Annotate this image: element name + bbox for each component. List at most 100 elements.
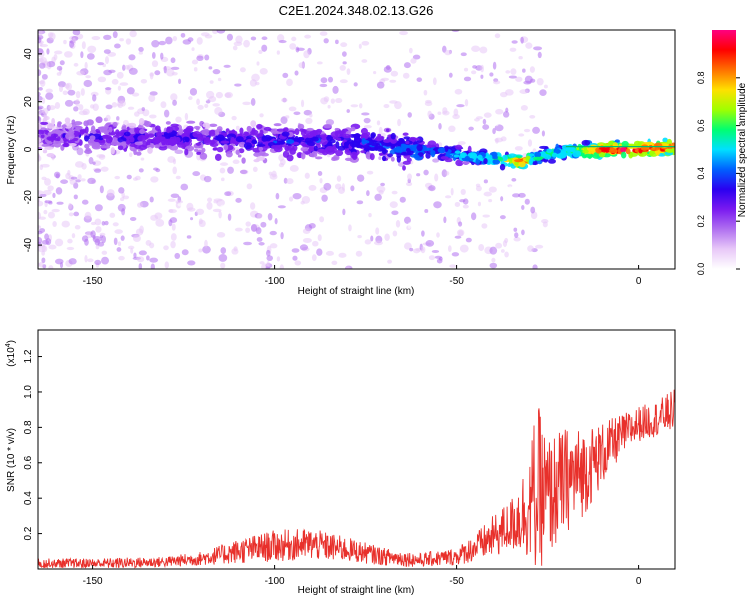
spectrogram-cell (276, 128, 286, 132)
spectrogram-cell (385, 64, 391, 71)
spectrogram-cell (208, 129, 216, 137)
spectrogram-cell (38, 137, 42, 144)
spectrogram-cell (172, 166, 177, 175)
spectrogram-cell (530, 78, 536, 83)
spectrogram-cell (665, 148, 675, 153)
spectrogram-cell (73, 62, 79, 67)
spectrogram-cell (492, 155, 498, 160)
spectrogram-cell (90, 91, 99, 97)
spectrogram-cell (217, 77, 222, 82)
spectrogram-cell (140, 157, 145, 161)
spectrogram-cell (38, 200, 44, 207)
spectrogram-cell (147, 133, 155, 138)
spectrogram-cell (654, 150, 661, 154)
spectrogram-cell (100, 166, 109, 172)
spectrogram-cell (530, 206, 536, 214)
spectrogram-cell (52, 220, 57, 227)
spectrogram-cell (620, 151, 627, 159)
spectrogram-cell (163, 65, 167, 74)
spectrogram-cell (399, 196, 406, 203)
spectrogram-cell (293, 111, 301, 116)
spectrogram-cell (73, 106, 79, 112)
spectrogram-cell (278, 40, 287, 44)
spectrogram-cell (116, 71, 124, 79)
spectrogram-cell (339, 65, 346, 71)
spectrogram-cell (614, 139, 620, 143)
spectrogram-cell (384, 233, 390, 241)
spectrogram-cell (38, 111, 41, 117)
spectrogram-cell (161, 142, 166, 146)
spectrogram-cell (514, 232, 519, 238)
spectrogram-cell (305, 133, 314, 139)
spectrogram-cell (288, 196, 294, 202)
spectrogram-cell (289, 165, 299, 172)
spectrogram-cell (413, 37, 418, 43)
spectrogram-cell (138, 263, 143, 269)
spectrogram-cell (395, 146, 403, 153)
spectrogram-cell (467, 145, 472, 153)
spectrogram-cell (425, 239, 435, 247)
spectrogram-cell (413, 154, 420, 158)
spectrogram-cell (111, 137, 118, 143)
spectrogram-cell (191, 59, 198, 65)
spectrogram-cell (54, 102, 61, 110)
spectrogram-cell (389, 100, 398, 104)
spectrogram-cell (378, 156, 382, 161)
spectrogram-cell (55, 187, 63, 195)
spectrogram-cell (256, 123, 263, 130)
spectrogram-cell (261, 135, 268, 142)
spectrogram-cell (128, 54, 136, 61)
spectrogram-cell (378, 152, 384, 156)
spectrogram-cell (413, 248, 421, 254)
spectrogram-cell (39, 62, 46, 69)
spectrogram-cell (165, 36, 173, 45)
spectrogram-cell (151, 60, 159, 68)
spectrogram-cell (511, 177, 517, 182)
spectrogram-cell (380, 33, 385, 38)
spectrogram-cell (150, 214, 159, 221)
spectrogram-cell (366, 132, 371, 136)
spectrogram-cell (110, 147, 115, 155)
spectrogram-cell (277, 205, 286, 209)
spectrogram-cell (280, 140, 285, 145)
spectrogram-cell (352, 133, 361, 138)
spectrogram-cell (397, 118, 401, 127)
spectrogram-cell (58, 85, 64, 93)
spectrogram-cell (171, 72, 178, 76)
spectrogram-cell (475, 185, 482, 192)
spectrogram-cell (539, 145, 549, 149)
spectrogram-cell (227, 166, 234, 174)
spectrogram-cell (327, 76, 334, 83)
spectrogram-cell (483, 179, 488, 184)
spectrogram-cell (471, 70, 477, 75)
spectrogram-cell (169, 217, 178, 224)
spectrogram-cell (346, 109, 350, 113)
spectrogram-cell (125, 38, 132, 45)
spectrogram-cell (463, 76, 472, 82)
spectrogram-cell (149, 242, 155, 249)
spectrogram-cell (124, 65, 130, 70)
spectrogram-cell (483, 157, 488, 165)
spectrogram-cell (108, 69, 116, 74)
snr-series-line (38, 389, 675, 569)
colorbar-tick-label: 0.4 (696, 167, 706, 180)
spectrogram-x-tick-label: -150 (83, 276, 103, 287)
snr-y-tick-label: 0.2 (23, 526, 34, 540)
spectrogram-cell (361, 59, 368, 63)
spectrogram-cell (438, 257, 443, 261)
spectrogram-cell (297, 123, 305, 130)
spectrogram-cell (163, 245, 169, 251)
spectrogram-cell (64, 99, 74, 107)
spectrogram-cell (482, 118, 487, 125)
spectrogram-cell (232, 159, 240, 164)
spectrogram-cell (167, 138, 177, 146)
spectrogram-cell (500, 249, 505, 253)
spectrogram-cell (192, 131, 202, 138)
spectrogram-cell (317, 171, 323, 176)
spectrogram-cell (88, 157, 94, 165)
spectrogram-cell (438, 122, 442, 130)
spectrogram-cell (214, 136, 222, 141)
spectrogram-cell (239, 169, 248, 174)
spectrogram-cell (155, 218, 165, 227)
spectrogram-cell (289, 43, 297, 50)
